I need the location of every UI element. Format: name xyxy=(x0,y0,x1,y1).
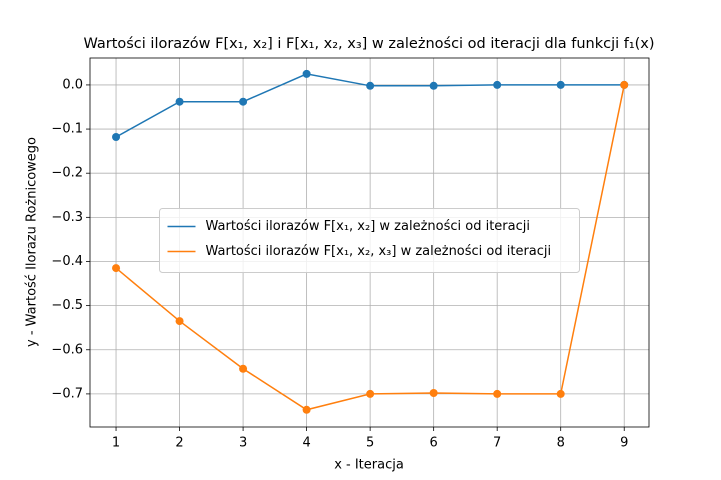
data-point xyxy=(112,133,121,142)
data-point xyxy=(493,389,502,398)
data-point xyxy=(493,80,502,89)
y-axis-label: y - Wartość Ilorazu Rożnicowego xyxy=(25,137,40,347)
y-tick-label: −0.4 xyxy=(51,254,83,269)
y-tick-label: 0.0 xyxy=(62,77,83,92)
data-point xyxy=(175,97,184,106)
data-point xyxy=(556,80,565,89)
data-point xyxy=(239,97,248,106)
x-tick-label: 4 xyxy=(302,436,310,451)
y-tick-label: −0.2 xyxy=(51,166,83,181)
x-tick-label: 1 xyxy=(112,436,120,451)
x-axis-label: x - Iteracja xyxy=(334,458,404,473)
data-point xyxy=(429,389,438,398)
data-point xyxy=(366,81,375,90)
x-tick-label: 2 xyxy=(175,436,183,451)
data-point xyxy=(239,364,248,373)
data-point xyxy=(112,264,121,273)
x-tick-label: 3 xyxy=(239,436,247,451)
legend-label: Wartości ilorazów F[x₁, x₂, x₃] w zależn… xyxy=(206,244,552,259)
x-tick-label: 7 xyxy=(493,436,501,451)
y-tick-label: −0.1 xyxy=(51,122,83,137)
y-tick-label: −0.5 xyxy=(51,298,83,313)
legend-box xyxy=(159,208,580,273)
data-point xyxy=(302,69,311,78)
y-tick-label: −0.3 xyxy=(51,210,83,225)
x-tick-label: 9 xyxy=(620,436,628,451)
plot-frame xyxy=(89,57,650,428)
x-tick-label: 6 xyxy=(430,436,438,451)
chart-title: Wartości ilorazów F[x₁, x₂] i F[x₁, x₂, … xyxy=(83,36,654,52)
y-tick-label: −0.7 xyxy=(51,386,83,401)
y-tick-label: −0.6 xyxy=(51,342,83,357)
data-point xyxy=(366,389,375,398)
data-point xyxy=(429,81,438,90)
data-point xyxy=(620,80,629,89)
data-point xyxy=(302,405,311,414)
legend-label: Wartości ilorazów F[x₁, x₂] w zależności… xyxy=(206,219,530,234)
legend: Wartości ilorazów F[x₁, x₂] w zależności… xyxy=(159,208,580,273)
x-tick-label: 8 xyxy=(557,436,565,451)
data-point xyxy=(175,317,184,326)
data-point xyxy=(556,389,565,398)
x-tick-label: 5 xyxy=(366,436,374,451)
